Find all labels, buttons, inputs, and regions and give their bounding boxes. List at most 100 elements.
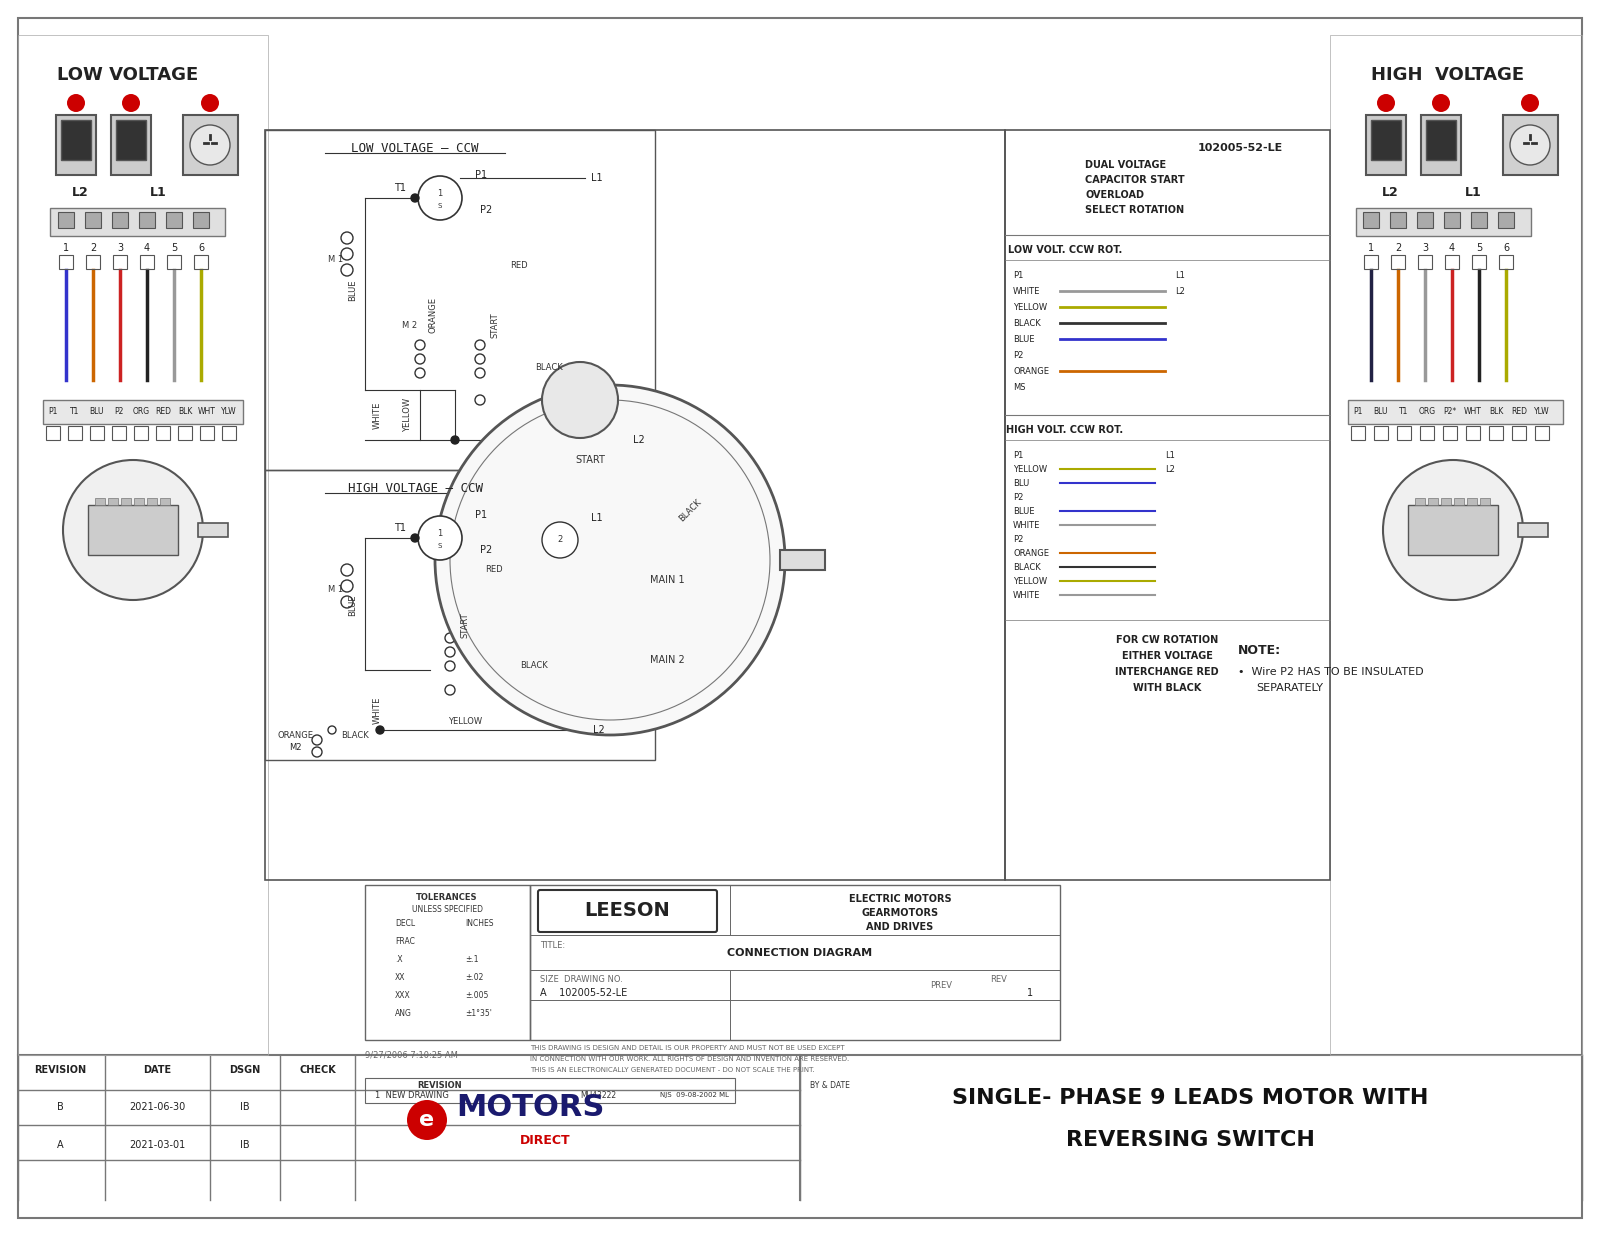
Bar bbox=[1371, 120, 1402, 159]
Text: BLACK: BLACK bbox=[1013, 562, 1040, 571]
Text: UNLESS SPECIFIED: UNLESS SPECIFIED bbox=[411, 905, 483, 913]
Text: START: START bbox=[491, 313, 499, 337]
Text: BLUE: BLUE bbox=[349, 279, 357, 300]
Text: BLK: BLK bbox=[178, 408, 192, 417]
Bar bbox=[1443, 213, 1459, 227]
Text: M 1: M 1 bbox=[328, 256, 342, 265]
Text: HIGH  VOLTAGE: HIGH VOLTAGE bbox=[1371, 66, 1525, 84]
Circle shape bbox=[376, 726, 384, 734]
Text: LOW VOLT. CCW ROT.: LOW VOLT. CCW ROT. bbox=[1008, 245, 1122, 255]
Circle shape bbox=[406, 1100, 446, 1140]
Text: 2: 2 bbox=[90, 243, 96, 253]
Text: THIS DRAWING IS DESIGN AND DETAIL IS OUR PROPERTY AND MUST NOT BE USED EXCEPT: THIS DRAWING IS DESIGN AND DETAIL IS OUR… bbox=[530, 1044, 845, 1051]
Text: P2: P2 bbox=[1013, 534, 1024, 544]
Circle shape bbox=[411, 534, 419, 543]
Text: SINGLE- PHASE 9 LEADS MOTOR WITH: SINGLE- PHASE 9 LEADS MOTOR WITH bbox=[952, 1088, 1429, 1107]
Text: LEESON: LEESON bbox=[584, 901, 670, 921]
Text: ±.005: ±.005 bbox=[466, 990, 488, 1000]
Text: .X: .X bbox=[395, 954, 403, 964]
Text: T1: T1 bbox=[1400, 408, 1408, 417]
Text: BLACK: BLACK bbox=[534, 363, 563, 372]
Bar bbox=[50, 208, 226, 236]
Bar bbox=[1366, 115, 1406, 176]
Text: BLACK: BLACK bbox=[1013, 319, 1040, 328]
Bar bbox=[1426, 120, 1456, 159]
Text: START: START bbox=[461, 612, 469, 638]
Bar bbox=[1005, 130, 1330, 880]
Bar bbox=[88, 506, 178, 555]
Text: WHITE: WHITE bbox=[1013, 520, 1040, 529]
Text: L2: L2 bbox=[594, 726, 605, 735]
Bar bbox=[1454, 498, 1464, 506]
Text: ORANGE: ORANGE bbox=[277, 730, 314, 739]
Bar bbox=[166, 213, 182, 227]
Bar bbox=[1374, 426, 1389, 440]
Text: TITLE:: TITLE: bbox=[541, 941, 565, 949]
Text: BLU: BLU bbox=[1374, 408, 1389, 417]
Text: INTERCHANGE RED: INTERCHANGE RED bbox=[1115, 667, 1219, 677]
Circle shape bbox=[1432, 94, 1450, 112]
Text: REVERSING SWITCH: REVERSING SWITCH bbox=[1066, 1130, 1315, 1149]
Text: YELLOW: YELLOW bbox=[1013, 303, 1046, 311]
Text: SIZE  DRAWING NO.: SIZE DRAWING NO. bbox=[541, 975, 622, 985]
Circle shape bbox=[122, 94, 141, 112]
Text: NOTE:: NOTE: bbox=[1238, 644, 1282, 656]
Bar bbox=[365, 1078, 734, 1103]
Text: BLUE: BLUE bbox=[1013, 335, 1035, 344]
Bar bbox=[46, 426, 61, 440]
Text: L2: L2 bbox=[1382, 185, 1398, 199]
Text: P1: P1 bbox=[48, 408, 58, 417]
Circle shape bbox=[1510, 125, 1550, 164]
Text: BLACK: BLACK bbox=[520, 660, 547, 670]
Text: ANG: ANG bbox=[395, 1009, 411, 1017]
Text: 2: 2 bbox=[557, 535, 563, 545]
Text: DSGN: DSGN bbox=[229, 1065, 261, 1075]
Text: P1: P1 bbox=[1354, 408, 1363, 417]
Text: S: S bbox=[438, 203, 442, 209]
Bar bbox=[90, 426, 104, 440]
Text: REV: REV bbox=[990, 975, 1006, 985]
Bar bbox=[1429, 498, 1438, 506]
Text: YLW: YLW bbox=[1534, 408, 1550, 417]
Bar bbox=[147, 498, 157, 506]
Circle shape bbox=[542, 362, 618, 438]
Text: 6: 6 bbox=[198, 243, 205, 253]
Bar bbox=[43, 400, 243, 424]
Bar bbox=[94, 498, 106, 506]
Text: 1: 1 bbox=[1368, 243, 1374, 253]
Bar bbox=[194, 255, 208, 269]
Bar bbox=[56, 115, 96, 176]
Text: P2: P2 bbox=[480, 205, 493, 215]
Text: MAIN 1: MAIN 1 bbox=[650, 575, 685, 585]
Text: DATE: DATE bbox=[142, 1065, 171, 1075]
Text: 4: 4 bbox=[1450, 243, 1454, 253]
Text: 3: 3 bbox=[117, 243, 123, 253]
Text: RED: RED bbox=[155, 408, 171, 417]
Text: INCHES: INCHES bbox=[466, 918, 493, 927]
Bar bbox=[139, 213, 155, 227]
Circle shape bbox=[411, 194, 419, 201]
Bar bbox=[112, 213, 128, 227]
Bar bbox=[1466, 426, 1480, 440]
Text: L2: L2 bbox=[1165, 465, 1174, 473]
Bar bbox=[1390, 213, 1406, 227]
Text: ±.02: ±.02 bbox=[466, 973, 483, 981]
Text: MOTORS: MOTORS bbox=[456, 1094, 605, 1122]
Text: P2: P2 bbox=[480, 545, 493, 555]
Text: REVISION: REVISION bbox=[34, 1065, 86, 1075]
Text: BLU: BLU bbox=[90, 408, 104, 417]
Bar bbox=[1418, 255, 1432, 269]
Text: EITHER VOLTAGE: EITHER VOLTAGE bbox=[1122, 651, 1213, 661]
Text: ORANGE: ORANGE bbox=[429, 297, 437, 332]
Text: S: S bbox=[438, 543, 442, 549]
Text: ORG: ORG bbox=[1419, 408, 1435, 417]
Text: 9/27/2006 7:10:25 AM: 9/27/2006 7:10:25 AM bbox=[365, 1051, 458, 1059]
Text: TOLERANCES: TOLERANCES bbox=[416, 892, 478, 901]
Text: 1: 1 bbox=[437, 529, 443, 538]
Text: XXX: XXX bbox=[395, 990, 411, 1000]
Text: ORANGE: ORANGE bbox=[1013, 367, 1050, 376]
Text: BLACK: BLACK bbox=[341, 730, 370, 739]
Bar bbox=[1499, 255, 1514, 269]
Text: RED: RED bbox=[510, 261, 528, 269]
Text: YELLOW: YELLOW bbox=[1013, 465, 1046, 473]
